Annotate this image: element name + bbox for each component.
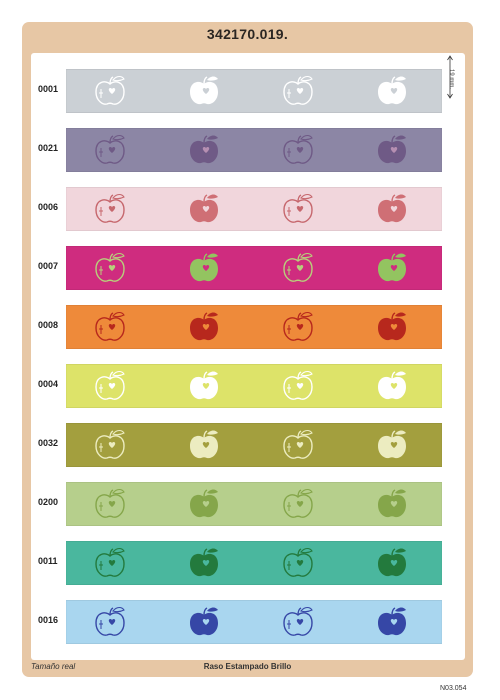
swatch-row: 0006 xyxy=(31,185,465,233)
swatch-sheet: 19 mm. 0001 0021 0006 0007 0008 0004 0032 0200 0… xyxy=(31,53,465,660)
ribbon-swatch xyxy=(66,187,442,231)
apple-print-pattern xyxy=(66,69,442,113)
ribbon-swatch xyxy=(66,423,442,467)
footer-product-name: Raso Estampado Brillo xyxy=(203,662,292,671)
apple-print-pattern xyxy=(66,423,442,467)
apple-print-pattern xyxy=(66,128,442,172)
dimension-marker xyxy=(447,55,453,99)
swatch-code: 0008 xyxy=(38,320,59,330)
apple-print-pattern xyxy=(66,187,442,231)
swatch-row: 0001 xyxy=(31,67,465,115)
ribbon-swatch xyxy=(66,482,442,526)
swatch-code: 0032 xyxy=(38,438,59,448)
apple-print-pattern xyxy=(66,482,442,526)
swatch-row: 0200 xyxy=(31,480,465,528)
footer-actual-size: Tamaño real xyxy=(31,662,76,671)
swatch-row: 0011 xyxy=(31,539,465,587)
swatch-code: 0006 xyxy=(38,202,59,212)
swatch-code: 0016 xyxy=(38,615,59,625)
swatch-row: 0004 xyxy=(31,362,465,410)
apple-print-pattern xyxy=(66,541,442,585)
swatch-row: 0032 xyxy=(31,421,465,469)
apple-print-pattern xyxy=(66,600,442,644)
ribbon-swatch xyxy=(66,364,442,408)
apple-print-pattern xyxy=(66,364,442,408)
swatch-code: 0021 xyxy=(38,143,59,153)
swatch-row: 0016 xyxy=(31,598,465,646)
swatch-code: 0200 xyxy=(38,497,59,507)
swatch-code: 0001 xyxy=(38,84,59,94)
swatch-code: 0004 xyxy=(38,379,59,389)
apple-print-pattern xyxy=(66,305,442,349)
swatch-code: 0007 xyxy=(38,261,59,271)
page-title: 342170.019. xyxy=(206,26,289,42)
footer-reference: N03.054 xyxy=(440,685,467,692)
ribbon-swatch xyxy=(66,541,442,585)
swatch-row: 0021 xyxy=(31,126,465,174)
ribbon-swatch xyxy=(66,128,442,172)
catalog-frame: 342170.019. 19 mm. 0001 0021 0006 0007 0008 0… xyxy=(22,22,473,692)
apple-print-pattern xyxy=(66,246,442,290)
ribbon-swatch xyxy=(66,600,442,644)
ribbon-swatch xyxy=(66,246,442,290)
swatch-row: 0007 xyxy=(31,244,465,292)
swatch-code: 0011 xyxy=(38,556,58,566)
ribbon-swatch xyxy=(66,305,442,349)
ribbon-swatch xyxy=(66,69,442,113)
swatch-row: 0008 xyxy=(31,303,465,351)
